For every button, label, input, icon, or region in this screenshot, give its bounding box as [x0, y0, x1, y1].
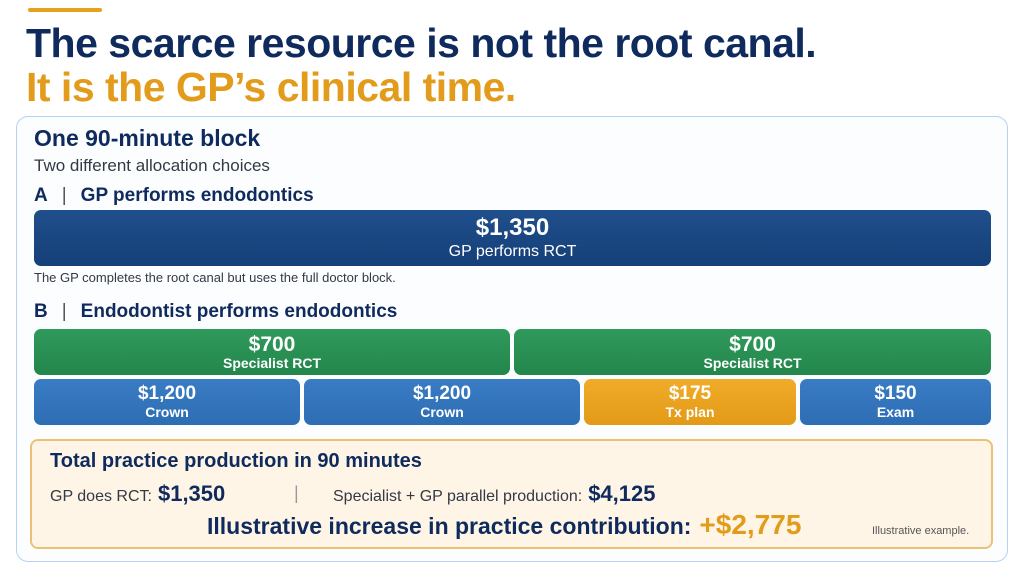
summary-title: Total practice production in 90 minutes	[50, 450, 422, 472]
specialist-rct-block: $700 Specialist RCT	[514, 329, 991, 375]
increase-label: Illustrative increase in practice contri…	[207, 513, 692, 539]
exam-block: $150 Exam	[800, 379, 991, 425]
gp-rct-block: $1,350 GP performs RCT	[34, 210, 991, 266]
option-a-letter: A	[34, 185, 48, 206]
option-b-heading: B | Endodontist performs endodontics	[34, 301, 397, 323]
accent-rule	[28, 8, 102, 12]
contribution-increase: Illustrative increase in practice contri…	[207, 509, 801, 541]
illustrative-footnote: Illustrative example.	[872, 525, 970, 537]
tx-plan-caption: Tx plan	[665, 403, 715, 420]
summary-box	[30, 439, 993, 549]
tx-plan-block: $175 Tx plan	[584, 379, 796, 425]
crown-block: $1,200 Crown	[34, 379, 300, 425]
exam-caption: Exam	[876, 403, 915, 420]
crown-amount: $1,200	[137, 382, 197, 404]
option-a-separator: |	[61, 185, 67, 206]
specialist-rct-caption: Specialist RCT	[222, 354, 322, 371]
crown-block: $1,200 Crown	[304, 379, 580, 425]
gp-rct-amount: $1,350	[475, 214, 550, 241]
option-b-letter: B	[34, 301, 48, 322]
increase-value: +$2,775	[699, 509, 802, 540]
crown-caption: Crown	[145, 403, 189, 420]
option-b-separator: |	[61, 301, 67, 322]
specialist-rct-amount: $700	[248, 332, 296, 356]
crown-amount: $1,200	[412, 382, 472, 404]
specialist-total-label: Specialist + GP parallel production:	[333, 488, 583, 505]
option-a-heading: A | GP performs endodontics	[34, 185, 314, 207]
gp-total: GP does RCT: $1,350	[50, 481, 225, 507]
gp-total-value: $1,350	[157, 481, 226, 506]
option-a-note: The GP completes the root canal but uses…	[34, 270, 396, 285]
exam-amount: $150	[874, 382, 917, 404]
crown-caption: Crown	[420, 403, 464, 420]
option-b-label: Endodontist performs endodontics	[80, 301, 398, 322]
headline-line-1: The scarce resource is not the root cana…	[26, 20, 817, 66]
headline-line-2: It is the GP’s clinical time.	[26, 64, 516, 110]
specialist-total: Specialist + GP parallel production: $4,1…	[333, 481, 655, 507]
panel-title: One 90-minute block	[34, 125, 261, 151]
gp-total-label: GP does RCT:	[50, 488, 152, 505]
summary-divider: |	[294, 483, 299, 503]
specialist-rct-amount: $700	[729, 332, 776, 356]
specialist-rct-block: $700 Specialist RCT	[34, 329, 510, 375]
panel-subtitle: Two different allocation choices	[34, 156, 270, 175]
option-a-label: GP performs endodontics	[80, 185, 314, 206]
specialist-total-value: $4,125	[588, 481, 656, 506]
gp-rct-caption: GP performs RCT	[448, 243, 577, 261]
tx-plan-amount: $175	[668, 382, 712, 404]
specialist-rct-caption: Specialist RCT	[703, 354, 802, 371]
